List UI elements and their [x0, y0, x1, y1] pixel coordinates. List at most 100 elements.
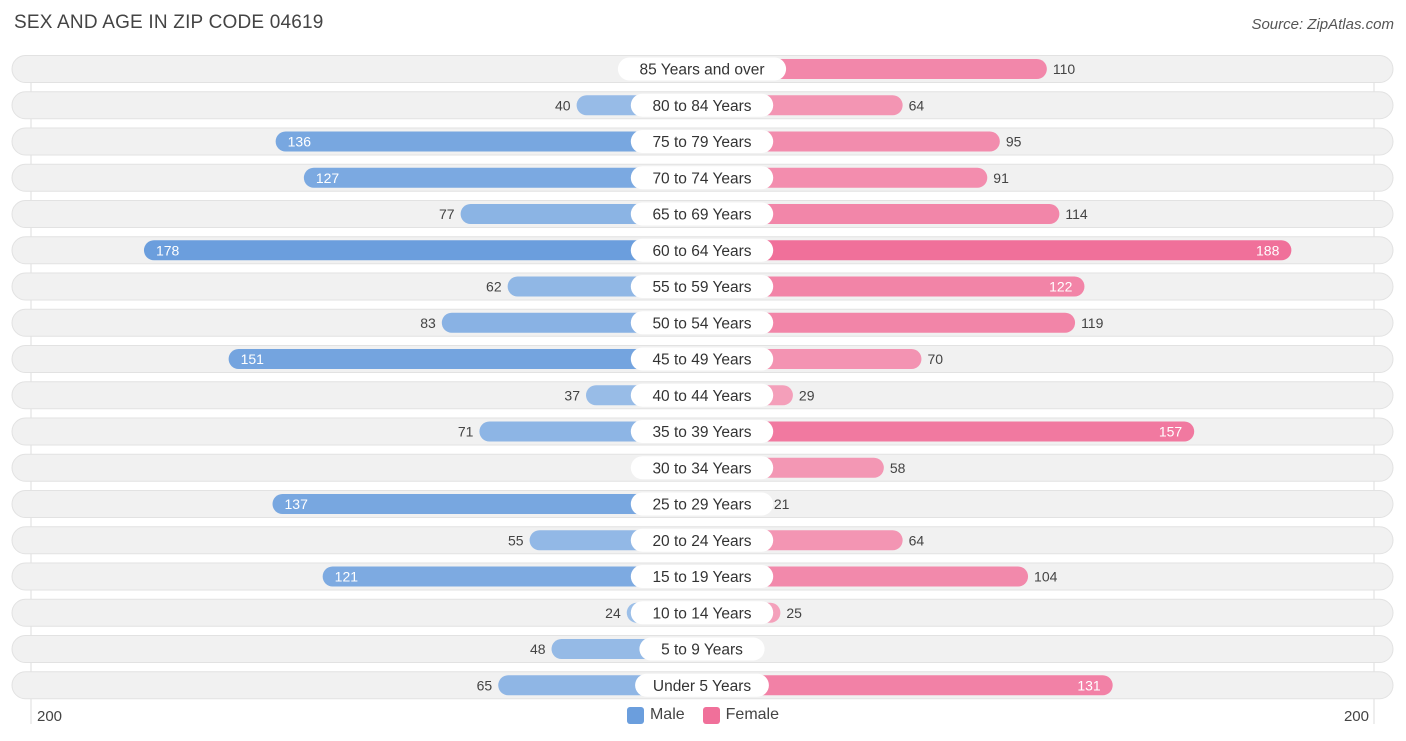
category-label: 30 to 34 Years: [652, 460, 751, 477]
category-label: 80 to 84 Years: [652, 98, 751, 115]
bar-male: [228, 349, 713, 369]
value-label-male: 71: [458, 424, 474, 440]
value-label-female: 131: [1077, 677, 1101, 693]
row-4: 77 114 65 to 69 Years: [11, 200, 1394, 228]
category-label: 5 to 9 Years: [661, 642, 743, 659]
value-label-male: 24: [605, 605, 621, 621]
category-label: 20 to 24 Years: [652, 533, 751, 550]
row-15: 24 25 10 to 14 Years: [11, 598, 1394, 627]
row-8: 151 70 45 to 49 Years: [11, 345, 1394, 373]
bar-male: [272, 494, 712, 514]
value-label-male: 62: [486, 279, 502, 295]
axis-left-label: 200: [37, 708, 63, 725]
category-pill: [630, 456, 774, 480]
category-pill: [630, 130, 774, 153]
value-label-female: 29: [799, 387, 815, 403]
row-1: 40 64 80 to 84 Years: [11, 91, 1394, 120]
row-3: 127 91 70 to 74 Years: [11, 163, 1394, 192]
category-pill: [639, 637, 765, 661]
category-pill: [630, 383, 774, 407]
value-label-male: 121: [335, 569, 359, 585]
value-label-male: 83: [420, 315, 436, 331]
value-label-female: 58: [890, 460, 906, 476]
row-2: 136 95 75 to 79 Years: [11, 127, 1394, 156]
category-pill: [635, 673, 769, 697]
row-7: 83 119 50 to 54 Years: [11, 308, 1394, 337]
value-label-female: 91: [993, 170, 1009, 186]
row-16: 48105 to 9 Years: [11, 635, 1394, 663]
category-label: Under 5 Years: [653, 678, 751, 695]
value-label-female: 157: [1159, 424, 1183, 440]
category-label: 55 to 59 Years: [652, 279, 751, 296]
value-label-female: 21: [774, 496, 790, 512]
category-label: 85 Years and over: [640, 62, 765, 79]
source-note: Source: ZipAtlas.com: [1251, 16, 1394, 33]
bar-female: [692, 240, 1292, 261]
value-label-male: 127: [316, 170, 340, 186]
category-pill: [630, 275, 774, 298]
bar-male: [303, 167, 712, 188]
category-pill: [630, 420, 774, 443]
row-12: 137 21 25 to 29 Years: [11, 490, 1394, 518]
bar-male: [275, 131, 712, 152]
value-label-female: 104: [1034, 569, 1058, 585]
bar-male: [143, 240, 713, 261]
value-label-female: 114: [1065, 206, 1088, 222]
value-label-male: 48: [530, 641, 546, 657]
value-label-male: 178: [156, 242, 180, 258]
legend-swatch-male: [626, 706, 644, 724]
category-pill: [630, 347, 774, 371]
value-label-female: 110: [1053, 61, 1076, 77]
category-pill: [630, 238, 774, 262]
value-label-male: 37: [564, 387, 580, 403]
value-label-female: 25: [786, 605, 802, 621]
bar-female: [692, 312, 1076, 333]
category-pill: [630, 166, 774, 190]
category-pill: [630, 202, 774, 226]
value-label-female: 188: [1256, 242, 1280, 258]
value-label-female: 70: [927, 351, 943, 367]
legend-label-female: Female: [725, 706, 780, 723]
legend-item-female[interactable]: Female: [702, 706, 780, 724]
bar-female: [692, 421, 1195, 442]
category-label: 45 to 49 Years: [652, 352, 751, 369]
category-pill: [617, 57, 787, 81]
category-pill: [630, 565, 774, 588]
category-label: 10 to 14 Years: [652, 605, 751, 622]
value-label-male: 137: [285, 496, 309, 512]
axis-right-label: 200: [1343, 708, 1369, 725]
value-label-female: 64: [909, 532, 925, 548]
category-pill: [630, 492, 774, 516]
row-13: 55 64 20 to 24 Years: [11, 526, 1394, 555]
value-label-male: 136: [288, 134, 312, 150]
value-label-male: 55: [508, 532, 524, 548]
row-10: 71 157 35 to 39 Years: [11, 417, 1394, 446]
value-label-female: 119: [1081, 315, 1104, 331]
bar-female: [692, 675, 1113, 696]
value-label-female: 122: [1049, 279, 1073, 295]
value-label-male: 77: [439, 206, 455, 222]
legend-label-male: Male: [649, 706, 685, 723]
category-pill: [630, 311, 774, 335]
category-label: 70 to 74 Years: [652, 170, 751, 187]
category-label: 65 to 69 Years: [652, 207, 751, 224]
value-label-male: 151: [241, 351, 265, 367]
value-label-male: 65: [477, 677, 493, 693]
row-11: 85830 to 34 Years: [11, 453, 1394, 482]
value-label-female: 95: [1006, 134, 1022, 150]
category-pill: [630, 93, 774, 117]
row-5: 178 188 60 to 64 Years: [11, 236, 1394, 265]
category-label: 35 to 39 Years: [652, 424, 751, 441]
legend: Male Female: [0, 706, 1406, 724]
bar-male: [322, 566, 712, 587]
row-6: 62 122 55 to 59 Years: [11, 272, 1394, 301]
legend-item-male[interactable]: Male: [626, 706, 685, 724]
category-label: 75 to 79 Years: [652, 134, 751, 151]
category-label: 40 to 44 Years: [652, 388, 751, 405]
bar-female: [692, 204, 1060, 224]
value-label-female: 64: [909, 97, 925, 113]
bar-female: [692, 276, 1085, 297]
category-pill: [630, 528, 774, 552]
category-label: 60 to 64 Years: [652, 243, 751, 260]
row-0: 1811085 Years and over: [11, 55, 1394, 83]
